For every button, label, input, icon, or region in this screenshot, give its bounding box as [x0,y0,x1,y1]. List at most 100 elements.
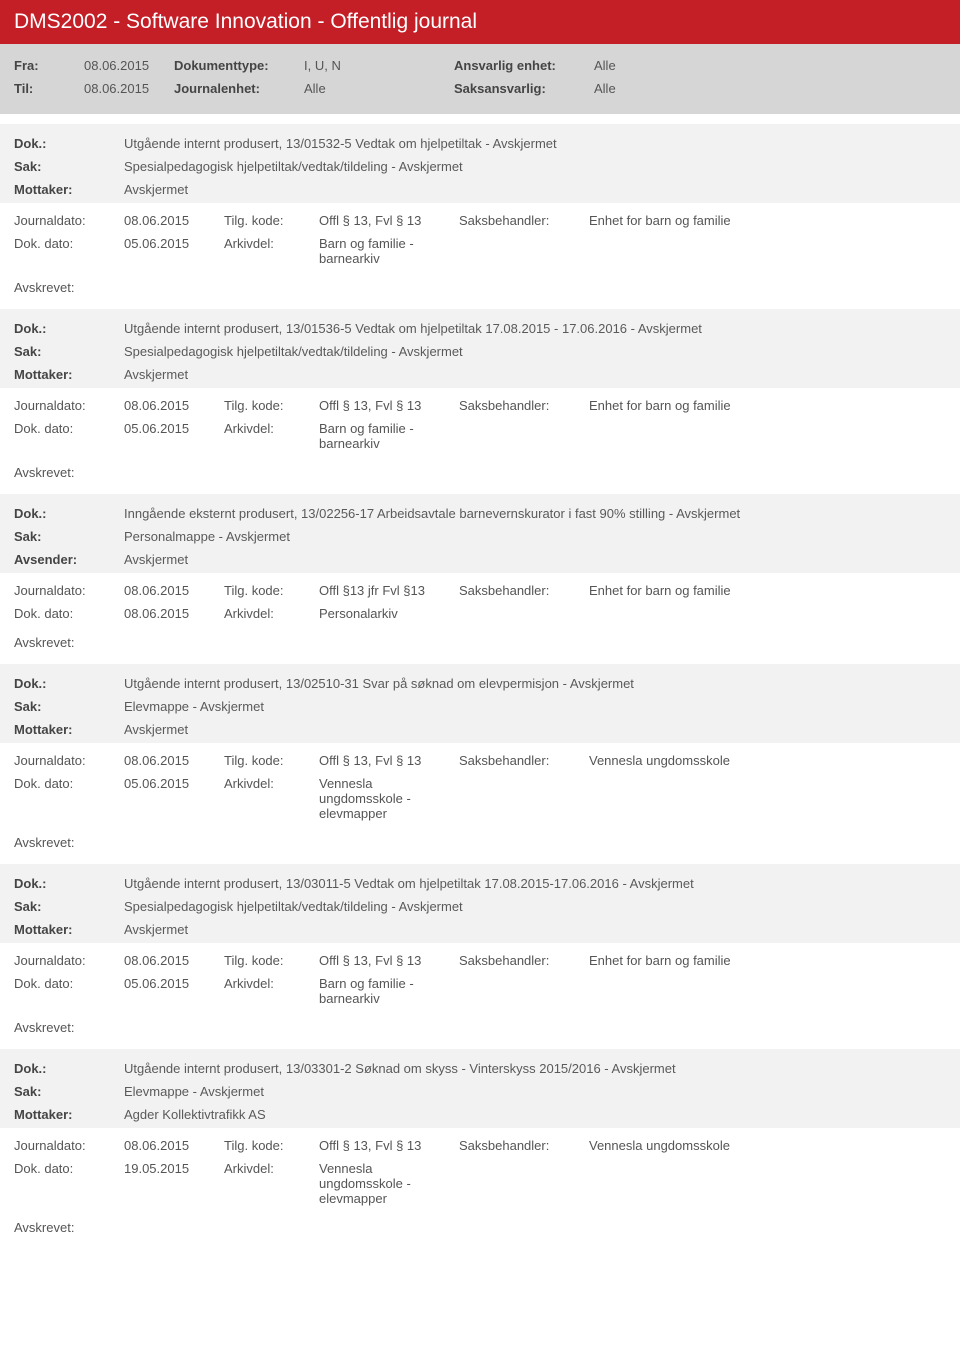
entry-line: Mottaker:Avskjermet [14,178,946,201]
party-value: Avskjermet [124,367,188,382]
ansvarlig-label: Ansvarlig enhet: [454,58,594,73]
journal-entry: Dok.:Utgående internt produsert, 13/0330… [0,1039,960,1239]
meta-line: Journaldato:08.06.2015Tilg. kode:Offl § … [14,1134,946,1157]
arkivdel-label: Arkivdel: [224,606,319,621]
til-label: Til: [14,81,84,96]
entry-meta: Journaldato:08.06.2015Tilg. kode:Offl § … [0,203,960,272]
tilgkode-value: Offl § 13, Fvl § 13 [319,753,459,768]
saksbehandler-label: Saksbehandler: [459,753,589,768]
journaldato-value: 08.06.2015 [124,953,224,968]
meta-line: Journaldato:08.06.2015Tilg. kode:Offl § … [14,209,946,232]
party-value: Avskjermet [124,722,188,737]
entry-meta: Journaldato:08.06.2015Tilg. kode:Offl § … [0,388,960,457]
dok-value: Utgående internt produsert, 13/03301-2 S… [124,1061,676,1076]
meta-line: Dok. dato:19.05.2015Arkivdel:Vennesla un… [14,1157,946,1210]
entry-line: Dok.:Inngående eksternt produsert, 13/02… [14,502,946,525]
dokdato-label: Dok. dato: [14,1161,124,1176]
meta-line: Journaldato:08.06.2015Tilg. kode:Offl § … [14,749,946,772]
entry-line: Sak:Spesialpedagogisk hjelpetiltak/vedta… [14,340,946,363]
avskrevet-label: Avskrevet: [0,457,960,484]
dokdato-label: Dok. dato: [14,606,124,621]
entry-meta: Journaldato:08.06.2015Tilg. kode:Offl § … [0,1128,960,1212]
entry-line: Dok.:Utgående internt produsert, 13/0153… [14,317,946,340]
tilgkode-label: Tilg. kode: [224,398,319,413]
saksbehandler-value: Vennesla ungdomsskole [589,753,730,768]
entry-top: Dok.:Utgående internt produsert, 13/0330… [0,1049,960,1128]
tilgkode-label: Tilg. kode: [224,583,319,598]
journal-entry: Dok.:Utgående internt produsert, 13/0153… [0,299,960,484]
page-title: DMS2002 - Software Innovation - Offentli… [14,10,477,33]
avskrevet-label: Avskrevet: [0,1212,960,1239]
sak-value: Elevmappe - Avskjermet [124,1084,264,1099]
sak-label: Sak: [14,1084,124,1099]
journalenhet-value: Alle [304,81,454,96]
party-value: Avskjermet [124,182,188,197]
entry-line: Mottaker:Avskjermet [14,363,946,386]
dok-value: Utgående internt produsert, 13/03011-5 V… [124,876,694,891]
tilgkode-label: Tilg. kode: [224,953,319,968]
party-label: Mottaker: [14,722,124,737]
arkivdel-value: Barn og familie - barnearkiv [319,421,459,451]
journaldato-label: Journaldato: [14,398,124,413]
entry-line: Dok.:Utgående internt produsert, 13/0251… [14,672,946,695]
sak-label: Sak: [14,529,124,544]
fra-value: 08.06.2015 [84,58,174,73]
saksansvarlig-value: Alle [594,81,616,96]
entry-line: Sak:Personalmappe - Avskjermet [14,525,946,548]
journaldato-label: Journaldato: [14,213,124,228]
sak-value: Spesialpedagogisk hjelpetiltak/vedtak/ti… [124,899,463,914]
entry-line: Sak:Spesialpedagogisk hjelpetiltak/vedta… [14,155,946,178]
journaldato-value: 08.06.2015 [124,583,224,598]
entry-top: Dok.:Utgående internt produsert, 13/0153… [0,309,960,388]
filter-row-2: Til: 08.06.2015 Journalenhet: Alle Saksa… [14,77,946,100]
ansvarlig-value: Alle [594,58,616,73]
sak-value: Personalmappe - Avskjermet [124,529,290,544]
arkivdel-label: Arkivdel: [224,236,319,251]
entry-line: Avsender:Avskjermet [14,548,946,571]
dokdato-value: 19.05.2015 [124,1161,224,1176]
sak-label: Sak: [14,699,124,714]
meta-line: Journaldato:08.06.2015Tilg. kode:Offl § … [14,949,946,972]
dok-label: Dok.: [14,136,124,151]
tilgkode-value: Offl § 13, Fvl § 13 [319,213,459,228]
sak-label: Sak: [14,159,124,174]
entry-meta: Journaldato:08.06.2015Tilg. kode:Offl § … [0,943,960,1012]
arkivdel-label: Arkivdel: [224,1161,319,1176]
meta-line: Dok. dato:05.06.2015Arkivdel:Barn og fam… [14,417,946,455]
party-value: Avskjermet [124,552,188,567]
party-value: Avskjermet [124,922,188,937]
saksbehandler-value: Vennesla ungdomsskole [589,1138,730,1153]
sak-label: Sak: [14,344,124,359]
party-label: Mottaker: [14,922,124,937]
saksansvarlig-label: Saksansvarlig: [454,81,594,96]
journaldato-value: 08.06.2015 [124,1138,224,1153]
journaldato-label: Journaldato: [14,1138,124,1153]
party-value: Agder Kollektivtrafikk AS [124,1107,266,1122]
arkivdel-value: Personalarkiv [319,606,459,621]
sak-value: Spesialpedagogisk hjelpetiltak/vedtak/ti… [124,159,463,174]
tilgkode-label: Tilg. kode: [224,753,319,768]
page-header: DMS2002 - Software Innovation - Offentli… [0,0,960,44]
dok-label: Dok.: [14,506,124,521]
dokdato-value: 05.06.2015 [124,776,224,791]
doktype-label: Dokumenttype: [174,58,304,73]
dokdato-value: 05.06.2015 [124,976,224,991]
dokdato-label: Dok. dato: [14,776,124,791]
journal-entry: Dok.:Inngående eksternt produsert, 13/02… [0,484,960,654]
party-label: Mottaker: [14,182,124,197]
dokdato-value: 05.06.2015 [124,421,224,436]
tilgkode-value: Offl §13 jfr Fvl §13 [319,583,459,598]
sak-value: Spesialpedagogisk hjelpetiltak/vedtak/ti… [124,344,463,359]
til-value: 08.06.2015 [84,81,174,96]
saksbehandler-label: Saksbehandler: [459,398,589,413]
arkivdel-value: Barn og familie - barnearkiv [319,236,459,266]
saksbehandler-label: Saksbehandler: [459,583,589,598]
tilgkode-label: Tilg. kode: [224,1138,319,1153]
entry-line: Dok.:Utgående internt produsert, 13/0301… [14,872,946,895]
arkivdel-value: Barn og familie - barnearkiv [319,976,459,1006]
entry-line: Mottaker:Avskjermet [14,718,946,741]
entry-line: Sak:Spesialpedagogisk hjelpetiltak/vedta… [14,895,946,918]
sak-value: Elevmappe - Avskjermet [124,699,264,714]
dokdato-value: 08.06.2015 [124,606,224,621]
party-label: Avsender: [14,552,124,567]
